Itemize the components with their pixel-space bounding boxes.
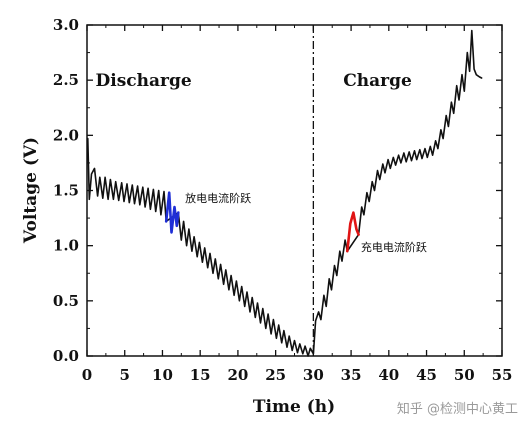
- y-tick-label: 2.0: [53, 126, 79, 144]
- x-tick-labels: 0 5 10 15 20 25 30 35 40 45 50 55: [82, 366, 513, 384]
- y-tick-labels: 0.0 0.5 1.0 1.5 2.0 2.5 3.0: [53, 16, 79, 365]
- y-tick-label: 3.0: [53, 16, 79, 34]
- x-tick-label: 20: [227, 366, 248, 384]
- y-tick-label: 2.5: [53, 71, 79, 89]
- x-tick-label: 5: [120, 366, 130, 384]
- x-tick-label: 15: [190, 366, 211, 384]
- x-tick-label: 40: [378, 366, 399, 384]
- voltage-series-line: [87, 29, 483, 357]
- charge-step-annotation: 充电电流阶跃: [361, 240, 427, 254]
- discharge-region-label: Discharge: [96, 71, 192, 91]
- x-axis-title: Time (h): [253, 397, 335, 417]
- y-tick-label: 0.0: [53, 347, 79, 365]
- charge-region-label: Charge: [343, 71, 412, 91]
- discharge-step-annotation: 放电电流阶跃: [185, 191, 251, 205]
- x-tick-label: 0: [82, 366, 92, 384]
- axis-ticks: [86, 24, 503, 357]
- x-tick-label: 45: [416, 366, 437, 384]
- y-tick-label: 0.5: [53, 292, 79, 310]
- x-tick-label: 25: [265, 366, 286, 384]
- y-tick-label: 1.5: [53, 182, 79, 200]
- y-axis-title: Voltage (V): [21, 137, 41, 244]
- x-tick-label: 10: [152, 366, 173, 384]
- watermark: 知乎 @检测中心黄工: [397, 401, 518, 417]
- x-tick-label: 35: [341, 366, 362, 384]
- charge-step-highlight: [345, 211, 360, 253]
- x-tick-label: 30: [303, 366, 324, 384]
- x-tick-label: 50: [454, 366, 475, 384]
- discharge-step-highlight: [164, 191, 180, 234]
- series-lines: [87, 29, 483, 357]
- x-tick-label: 55: [492, 366, 513, 384]
- y-tick-label: 1.0: [53, 237, 79, 255]
